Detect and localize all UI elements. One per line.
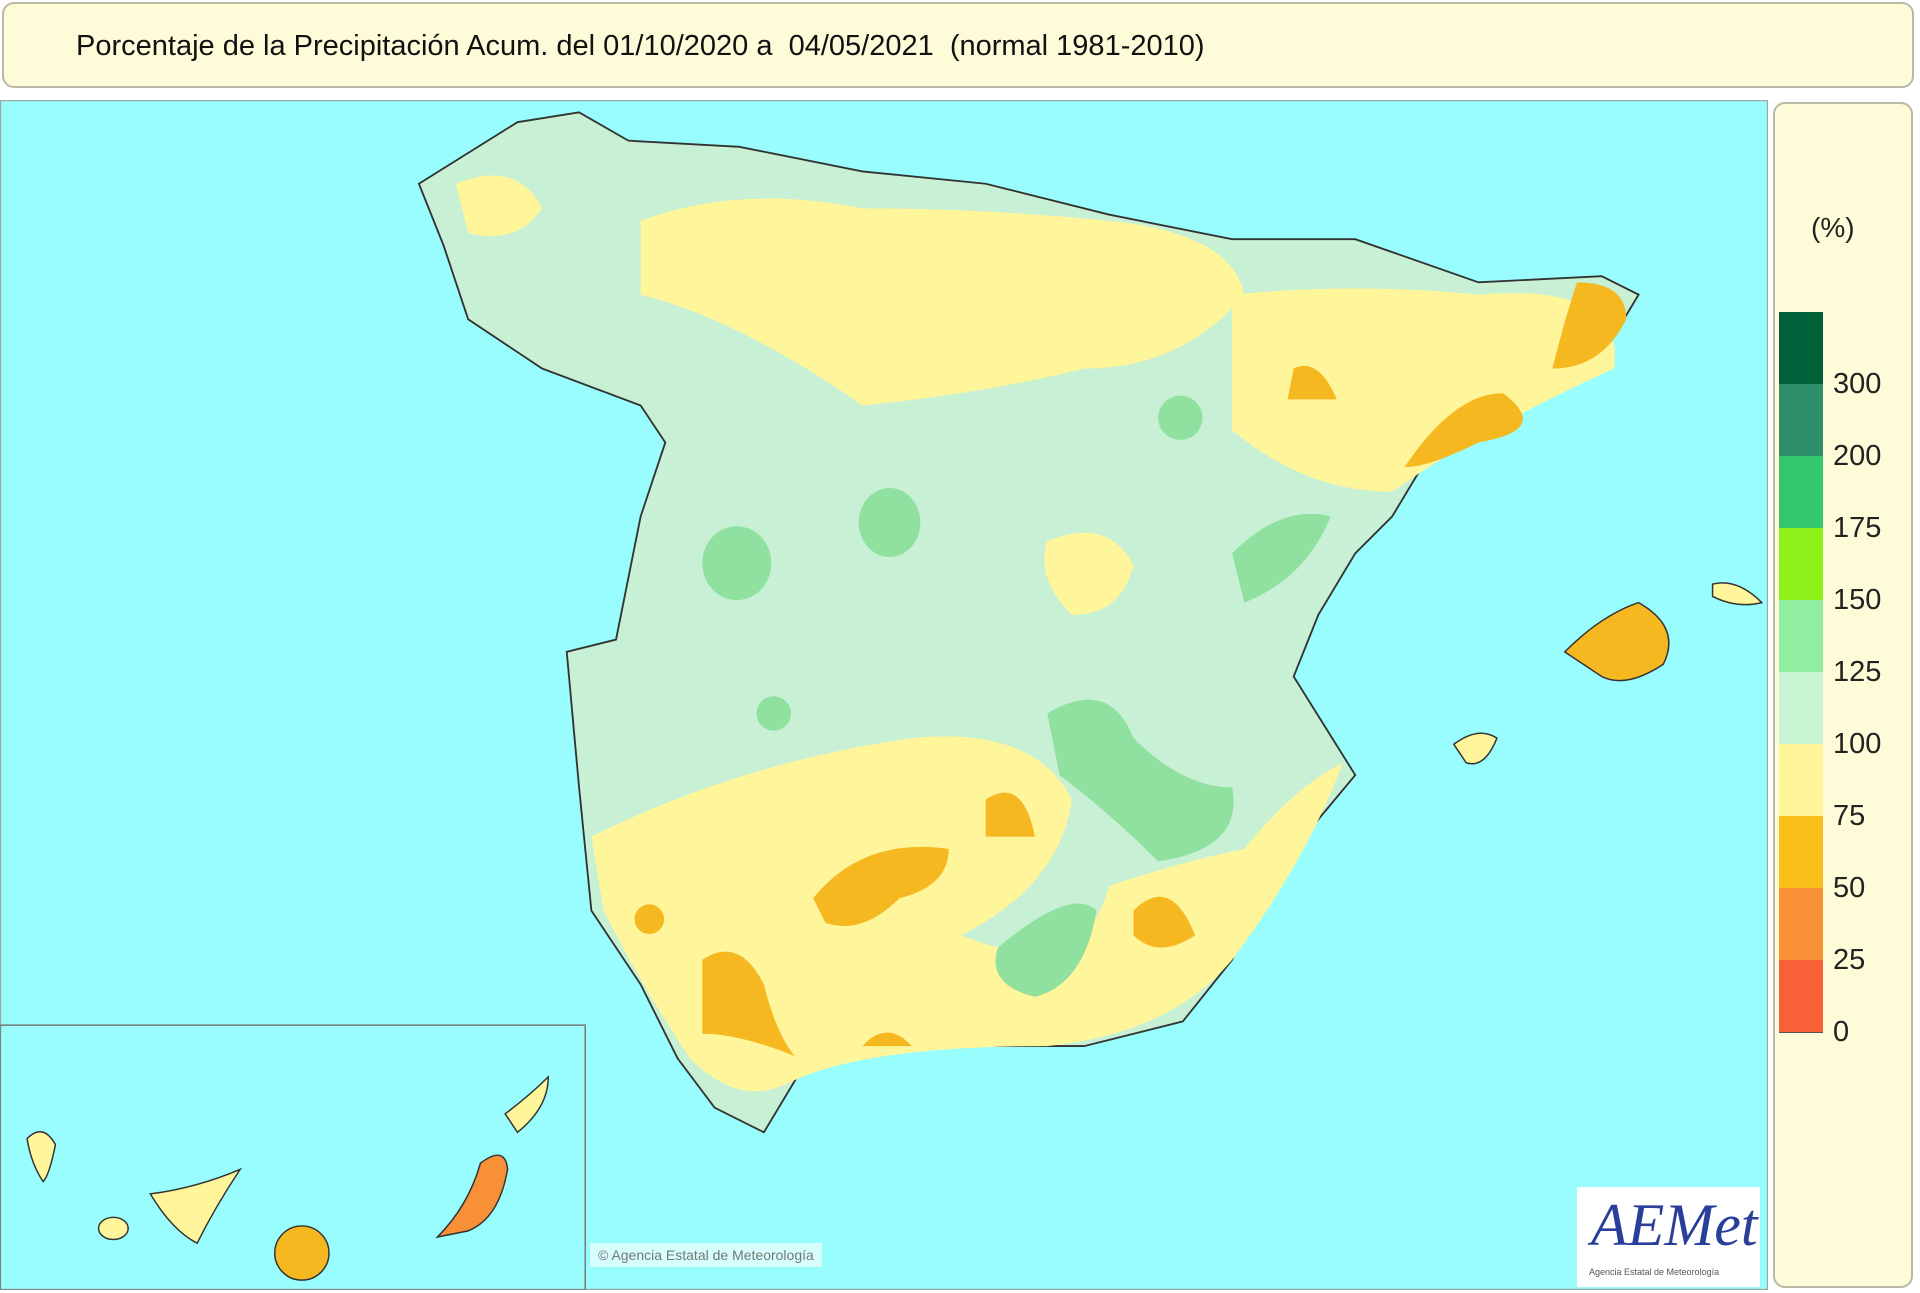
legend-swatch	[1779, 672, 1823, 745]
copyright-watermark: © Agencia Estatal de Meteorología	[590, 1243, 822, 1267]
legend-label: 300	[1833, 368, 1882, 400]
above-normal-areas	[702, 395, 1331, 997]
legend-swatch	[1779, 888, 1823, 961]
legend-label: 50	[1833, 872, 1866, 904]
legend-swatch	[1779, 384, 1823, 457]
logo-text: AEMet	[1591, 1192, 1758, 1258]
watermark-text: Agencia Estatal de Meteorología	[611, 1247, 814, 1263]
legend-swatch	[1779, 600, 1823, 673]
legend-panel: (%) 300 200 175 150 125 100 75 50 25 0	[1773, 102, 1913, 1288]
legend-swatch	[1779, 744, 1823, 817]
legend-label: 200	[1833, 440, 1882, 472]
well-below-normal-areas	[634, 282, 1627, 1056]
legend-label: 0	[1833, 1016, 1850, 1048]
legend-unit: (%)	[1811, 212, 1855, 243]
legend-swatch	[1779, 312, 1823, 385]
precipitation-map	[0, 100, 1768, 1290]
legend-label: 75	[1833, 800, 1866, 832]
aemet-logo: AEMet Agencia Estatal de Meteorología	[1577, 1187, 1760, 1287]
logo-subtitle: Agencia Estatal de Meteorología	[1589, 1267, 1720, 1277]
legend-label: 100	[1833, 728, 1882, 760]
below-normal-areas	[455, 175, 1615, 1092]
legend-label: 125	[1833, 656, 1882, 688]
legend-swatch	[1779, 816, 1823, 889]
legend-label: 175	[1833, 512, 1882, 544]
title-box: Porcentaje de la Precipitación Acum. del…	[2, 2, 1914, 88]
legend-swatch	[1779, 456, 1823, 529]
legend-label: 25	[1833, 944, 1866, 976]
balearic-islands	[1452, 582, 1764, 765]
legend-label: 150	[1833, 584, 1882, 616]
legend-swatch	[1779, 960, 1823, 1033]
map-title: Porcentaje de la Precipitación Acum. del…	[76, 30, 1205, 62]
legend-swatch	[1779, 528, 1823, 601]
